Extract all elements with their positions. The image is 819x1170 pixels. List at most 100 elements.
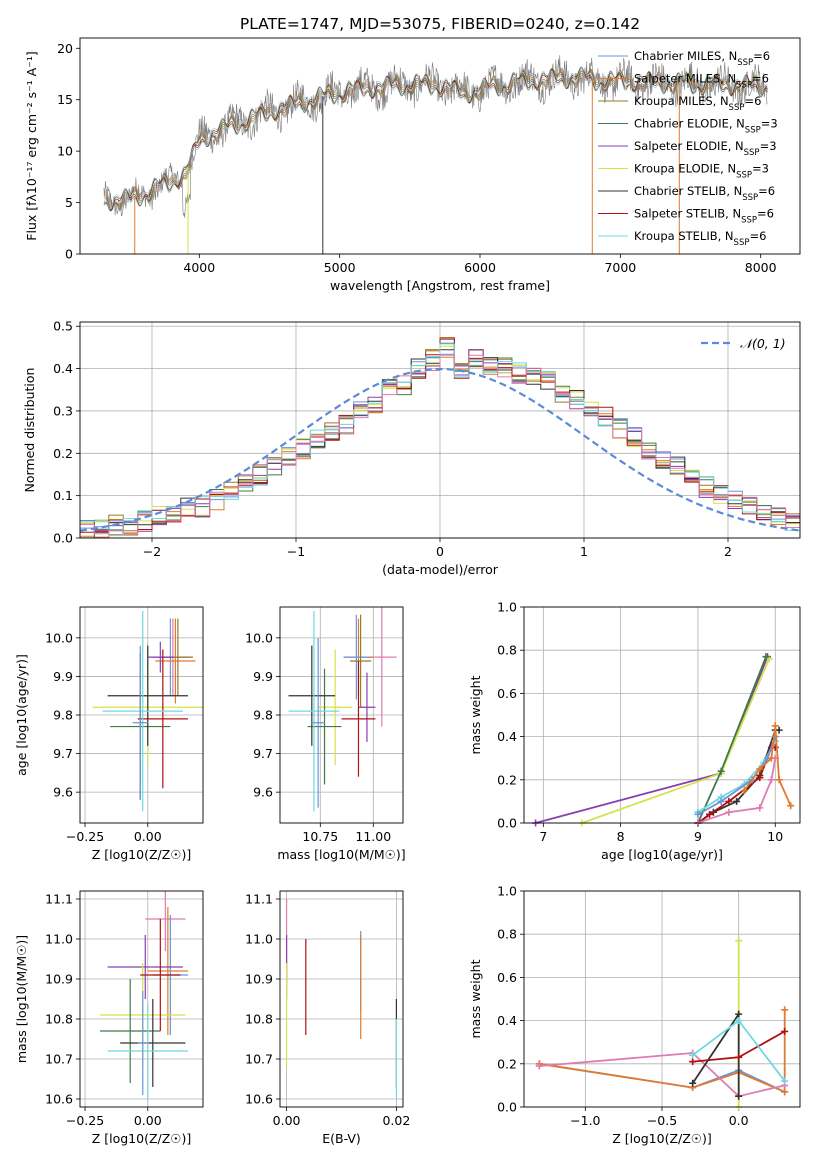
y-tick-label: 9.8	[53, 708, 73, 723]
x-tick-label: 0.00	[134, 829, 162, 844]
axes-frame	[279, 606, 404, 824]
y-tick-label: 9.9	[253, 669, 273, 684]
data-point-marker	[725, 797, 733, 805]
data-point-marker	[756, 804, 764, 812]
x-tick-label: −0.25	[66, 1113, 104, 1128]
data-point-marker	[762, 653, 770, 661]
legend-label: 𝒩(0, 1)	[740, 336, 786, 351]
y-tick-label: 0.2	[497, 772, 517, 787]
y-axis-label: mass weight	[468, 675, 483, 754]
data-point-marker	[689, 1058, 697, 1066]
legend-label: Kroupa STELIB, NSSP=6	[634, 229, 766, 248]
legend-label: Kroupa ELODIE, NSSP=3	[634, 162, 769, 181]
y-tick-label: 10	[57, 144, 73, 159]
model-spectrum-line	[103, 68, 768, 210]
y-tick-label: 0.3	[53, 403, 73, 418]
legend-label: Salpeter STELIB, NSSP=6	[634, 207, 774, 226]
x-tick-label: −1	[287, 544, 305, 559]
data-point-marker	[717, 767, 725, 775]
axes-frame	[79, 321, 801, 539]
x-axis-label: age [log10(age/yr)]	[601, 847, 723, 862]
y-tick-label: 10.7	[45, 1052, 73, 1067]
x-tick-label: 1	[580, 544, 588, 559]
y-axis-label: Normed distribution	[22, 368, 37, 493]
age-vs-metallicity-panel: −0.25 0.00 9.6 9.7 9.8 9.9 10.0 Z [log10(Z/Z☉)]…	[14, 606, 204, 862]
y-tick-label: 1.0	[497, 884, 517, 899]
y-axis-label: mass weight	[468, 959, 483, 1038]
data-point-marker	[733, 797, 741, 805]
y-tick-label: 10.8	[45, 1012, 73, 1027]
y-tick-label: 15	[57, 92, 73, 107]
x-tick-label: 10	[767, 829, 783, 844]
y-tick-label: 11.0	[45, 932, 73, 947]
x-tick-label: 8	[617, 829, 625, 844]
y-tick-label: 9.9	[53, 669, 73, 684]
y-tick-label: 0.8	[497, 927, 517, 942]
x-axis-label: Z [log10(Z/Z☉)]	[612, 1131, 712, 1146]
y-tick-label: 10.9	[45, 972, 73, 987]
x-tick-label: −0.5	[647, 1113, 677, 1128]
axes-frame	[79, 606, 204, 824]
data-point-marker	[706, 810, 714, 818]
y-tick-label: 10.8	[245, 1012, 273, 1027]
x-tick-label: 0.0	[729, 1113, 749, 1128]
y-tick-label: 0.0	[53, 531, 73, 546]
x-tick-label: 11.00	[355, 829, 391, 844]
data-point-marker	[535, 1062, 543, 1070]
y-tick-label: 0.2	[497, 1056, 517, 1071]
data-point-marker	[740, 787, 748, 795]
data-point-marker	[717, 797, 725, 805]
y-tick-label: 0.0	[497, 816, 517, 831]
data-point-marker	[689, 1051, 697, 1059]
data-point-marker	[781, 1006, 789, 1014]
x-tick-label: 10.75	[302, 829, 338, 844]
y-axis-label: mass [log10(M/M☉)]	[14, 935, 29, 1063]
legend: 𝒩(0, 1)	[701, 336, 786, 351]
data-point-marker	[735, 1092, 743, 1100]
mass-weight-vs-metallicity-panel: −1.0 −0.5 0.0 0.0 0.2 0.4 0.6 0.8 1.0 Z [log10(Z/…	[468, 884, 801, 1146]
histogram-step-line	[80, 343, 800, 537]
x-tick-label: 4000	[183, 260, 215, 275]
y-tick-label: 10.6	[45, 1092, 73, 1107]
x-tick-label: 8000	[745, 260, 777, 275]
y-tick-label: 0	[65, 247, 73, 262]
data-point-marker	[756, 774, 764, 782]
data-point-marker	[735, 937, 743, 945]
normal-curve-line	[80, 367, 800, 532]
data-point-marker	[767, 754, 775, 762]
y-tick-label: 0.0	[497, 1100, 517, 1115]
x-tick-label: 7	[539, 829, 547, 844]
y-tick-label: 10.6	[245, 1092, 273, 1107]
data-point-marker	[735, 1053, 743, 1061]
y-tick-label: 9.7	[253, 746, 273, 761]
x-tick-label: 2	[724, 544, 732, 559]
data-point-marker	[781, 1077, 789, 1085]
y-tick-label: 0.8	[497, 643, 517, 658]
model-spectrum-line	[103, 66, 768, 211]
age-vs-mass-panel: 10.75 11.00 9.6 9.7 9.8 9.9 10.0 mass [log10(M/…	[245, 606, 406, 862]
axes-frame	[79, 37, 801, 255]
y-tick-label: 0.2	[53, 446, 73, 461]
y-tick-label: 9.8	[253, 708, 273, 723]
x-axis-label: mass [log10(M/M☉)]	[277, 847, 405, 862]
y-axis-label: age [log10(age/yr)]	[14, 654, 29, 776]
x-tick-label: 0.00	[273, 1113, 301, 1128]
y-tick-label: 10.0	[45, 630, 73, 645]
data-point-marker	[756, 765, 764, 773]
axes-frame	[279, 890, 404, 1108]
x-axis-label: E(B-V)	[322, 1131, 361, 1146]
x-tick-label: 0	[436, 544, 444, 559]
y-tick-label: 10.7	[245, 1052, 273, 1067]
data-point-marker	[771, 722, 779, 730]
y-tick-label: 0.6	[497, 970, 517, 985]
y-tick-label: 9.6	[253, 785, 273, 800]
data-point-marker	[689, 1079, 697, 1087]
y-tick-label: 0.1	[53, 488, 73, 503]
y-tick-label: 10.9	[245, 972, 273, 987]
y-tick-label: 5	[65, 195, 73, 210]
x-tick-label: −2	[143, 544, 161, 559]
x-tick-label: −0.25	[66, 829, 104, 844]
y-tick-label: 1.0	[497, 600, 517, 615]
y-axis-label: Flux [fλ10⁻¹⁷ erg cm⁻² s⁻¹ A⁻¹]	[24, 51, 39, 240]
